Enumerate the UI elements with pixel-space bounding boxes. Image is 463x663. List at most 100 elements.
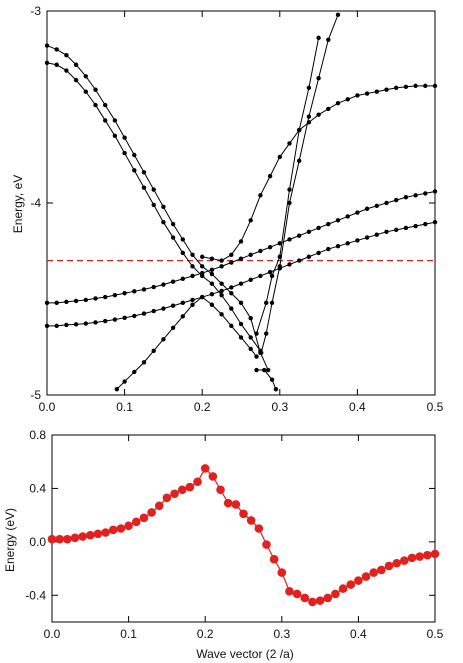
energy-point (86, 530, 95, 540)
band-2-point (326, 246, 331, 252)
band-2-point (355, 238, 360, 243)
band-3-point (93, 87, 98, 92)
band-1-point (83, 297, 89, 303)
band-4-point (238, 321, 244, 327)
band-2-point (394, 227, 399, 233)
bottom-xtick-label: 0.2 (197, 627, 214, 641)
band-4-point (83, 89, 89, 94)
band-8-point (254, 354, 259, 359)
band-4-point (219, 292, 224, 298)
energy-point (93, 529, 103, 539)
band-3-point (103, 102, 108, 108)
band-3-point (83, 74, 89, 79)
band-1-point (394, 197, 399, 203)
band-3-point (141, 170, 147, 175)
band-3-point (54, 47, 59, 52)
band-5-point (277, 154, 282, 160)
energy-point (361, 572, 371, 581)
band-1-point (384, 200, 389, 206)
band-7-point (316, 76, 321, 81)
top-ytick-label: -3 (30, 4, 41, 18)
energy-point (47, 534, 57, 544)
band-1-point (277, 241, 282, 246)
energy-point (170, 489, 179, 499)
band-2-point (103, 318, 108, 324)
band-8-point (132, 369, 137, 375)
band-2-point (180, 300, 185, 306)
energy-point (147, 508, 156, 517)
band-5-point (219, 258, 224, 263)
bottom-ylabel: Energy (eV) (3, 508, 17, 572)
band-8-point (229, 323, 234, 329)
energy-point (269, 554, 279, 564)
band-4-point (93, 102, 98, 108)
energy-point (254, 524, 264, 533)
energy-point (407, 553, 417, 563)
band-1-point (374, 203, 379, 209)
band-7-point (297, 158, 302, 163)
band-line-5 (202, 85, 435, 262)
band-2-point (316, 250, 321, 256)
band-4-point (73, 77, 79, 83)
bottom-energy-panel: Energy (eV) Wave vector (2 /a) 0.0 0.1 0.2… (3, 428, 444, 661)
band-6-point (287, 187, 292, 192)
band-4-point (229, 306, 234, 311)
band-1-point (267, 244, 273, 250)
band-1-point (132, 289, 137, 294)
energy-point (423, 550, 432, 560)
band-8-point (170, 325, 176, 330)
band-3-point (238, 300, 244, 306)
bottom-ytick-label: 0.0 (29, 535, 46, 549)
band-5-point (287, 141, 292, 146)
band-line-7 (260, 14, 339, 353)
band-5-point (384, 87, 389, 92)
band-5-point (403, 84, 409, 90)
band-8-point (114, 387, 120, 392)
energy-point (430, 549, 440, 559)
energy-point (116, 524, 126, 533)
band-7-point (335, 12, 341, 18)
band-8-point (238, 335, 244, 340)
band-8-point (161, 337, 166, 342)
band-4-point (248, 335, 253, 340)
band-1-point (73, 298, 79, 304)
energy-point (55, 534, 64, 544)
bottom-xtick-label: 0.5 (427, 627, 444, 641)
top-ytick-label: -4 (30, 196, 41, 210)
band-line-3 (46, 45, 269, 371)
band-1-point (423, 191, 428, 196)
band-6-point (254, 331, 259, 336)
band-2-point (44, 323, 50, 329)
band-5-point (200, 254, 205, 259)
energy-point (231, 500, 241, 509)
band-2-point (374, 232, 379, 237)
band-1-point (355, 210, 360, 215)
band-8-point (219, 312, 224, 317)
bottom-frame (51, 434, 436, 623)
energy-point (354, 576, 363, 585)
energy-point (277, 568, 287, 577)
band-line-9 (256, 369, 277, 390)
band-1-point (238, 256, 244, 261)
band-3-point (180, 237, 185, 242)
band-1-point (364, 206, 370, 211)
top-xtick-label: 0.2 (194, 400, 211, 414)
band-8-point (209, 302, 215, 307)
band-2-point (267, 269, 273, 275)
band-8-point (200, 294, 205, 300)
band-line-8 (116, 296, 257, 390)
band-2-point (112, 317, 118, 322)
bottom-xtick-label: 0.0 (44, 627, 61, 641)
band-1-point (93, 296, 98, 301)
band-9-point (273, 387, 279, 392)
energy-point (292, 589, 302, 599)
band-2-point (93, 320, 98, 325)
energy-point (185, 482, 195, 492)
energy-point (193, 477, 202, 487)
band-3-point (112, 118, 118, 123)
energy-point (200, 464, 210, 473)
energy-point (300, 593, 310, 603)
band-2-point (384, 229, 389, 234)
band-1-point (297, 233, 302, 238)
